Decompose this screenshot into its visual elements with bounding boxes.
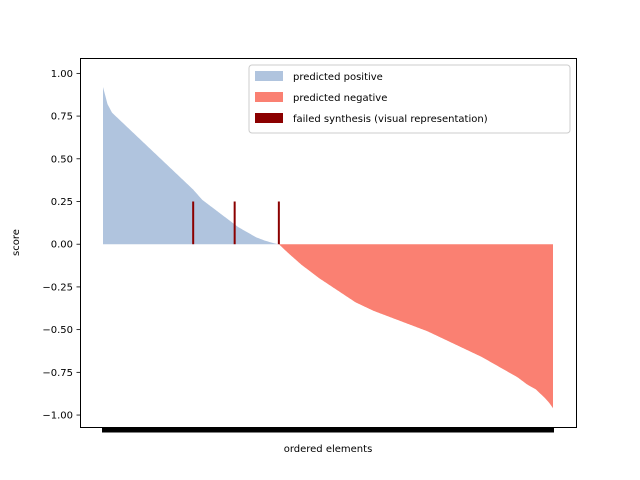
- legend-swatch: [255, 113, 283, 123]
- failed-synthesis-bar: [192, 201, 195, 245]
- legend-label: predicted negative: [293, 93, 387, 104]
- y-tick-label: 0.25: [51, 197, 73, 208]
- failed-synthesis-markers: [192, 201, 280, 245]
- x-axis-ticks: [102, 427, 554, 433]
- bars-group: [103, 87, 553, 409]
- predicted-positive-bars: [103, 87, 279, 245]
- y-tick-label: 0.50: [51, 154, 73, 165]
- y-axis-ticks: 1.00 0.75 0.50 0.25 0.00 −0.25 −0.50 −0.75 −1.00: [42, 69, 80, 422]
- x-tick-marks: [102, 427, 554, 433]
- legend-label: failed synthesis (visual representation): [293, 114, 488, 125]
- y-tick-label: −0.75: [42, 368, 73, 379]
- legend-label: predicted positive: [293, 72, 383, 83]
- failed-synthesis-bar: [233, 201, 236, 245]
- failed-synthesis-bar: [277, 201, 280, 245]
- y-axis-label: score: [11, 229, 22, 256]
- y-tick-label: −0.50: [42, 325, 73, 336]
- y-tick-label: −1.00: [42, 411, 73, 422]
- legend: predicted positive predicted negative fail…: [248, 64, 571, 134]
- y-tick-label: 1.00: [51, 69, 73, 80]
- y-tick-label: −0.25: [42, 282, 73, 293]
- legend-swatch: [255, 92, 283, 102]
- predicted-negative-bars: [278, 244, 553, 409]
- legend-swatch: [255, 71, 283, 81]
- y-tick-label: 0.00: [51, 240, 73, 251]
- x-axis-label: ordered elements: [284, 444, 373, 455]
- legend-box: [248, 64, 571, 134]
- y-tick-label: 0.75: [51, 112, 73, 123]
